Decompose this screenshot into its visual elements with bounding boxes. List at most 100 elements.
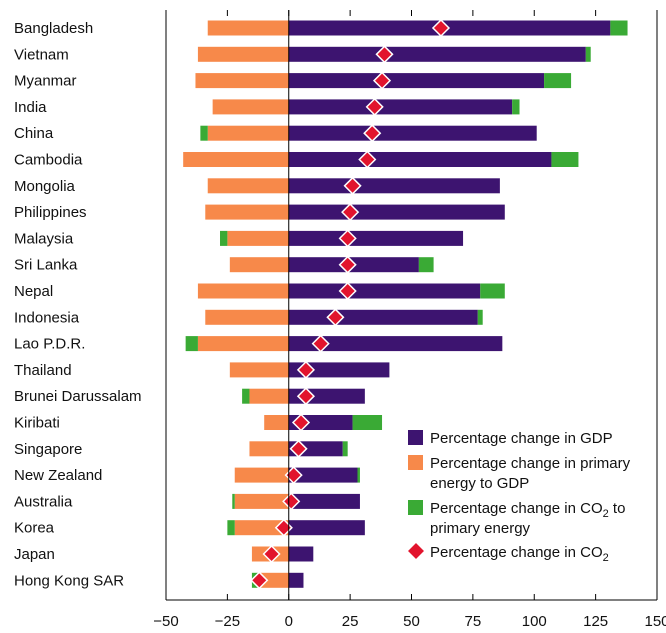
category-label-mongolia: Mongolia: [14, 178, 76, 195]
category-label-cambodia: Cambodia: [14, 152, 83, 169]
bar-gdp-thailand: [288, 362, 390, 378]
marker-co2-china: [363, 124, 382, 143]
legend-label-energy-line2: energy to GDP: [430, 475, 529, 492]
marker-co2-nepal: [338, 281, 357, 301]
bar-energy-hong-kong-sar: [259, 572, 289, 588]
marker-co2-bangladesh: [431, 18, 451, 38]
co2-markers-layer: [250, 18, 451, 590]
bar-energy-india: [212, 99, 289, 115]
bar-energy-brunei-darussalam: [249, 388, 289, 404]
bar-co2-energy-vietnam: [585, 46, 591, 62]
bar-co2-energy-singapore: [342, 441, 348, 457]
marker-co2-brunei-darussalam: [296, 387, 315, 406]
bar-energy-thailand: [229, 362, 289, 378]
bar-gdp-new-zealand: [288, 467, 358, 483]
bar-gdp-lao-p-d-r: [288, 336, 503, 352]
legend-swatch-co2-energy: [408, 500, 423, 515]
category-label-hong-kong-sar: Hong Kong SAR: [14, 572, 124, 589]
bar-energy-nepal: [197, 283, 289, 299]
legend-co2-main: Percentage change in CO: [430, 544, 603, 561]
category-label-philippines: Philippines: [14, 204, 87, 221]
bar-energy-sri-lanka: [229, 257, 289, 273]
bar-co2-energy-china: [200, 125, 208, 141]
marker-co2-cambodia: [358, 150, 377, 169]
marker-co2-india: [365, 97, 384, 116]
legend-co2-energy-main: Percentage change in CO: [430, 500, 603, 517]
bar-co2-energy-lao-p-d-r: [185, 336, 198, 352]
bar-energy-malaysia: [227, 230, 289, 246]
bar-gdp-vietnam: [288, 46, 586, 62]
marker-co2-sri-lanka: [338, 255, 357, 274]
category-label-australia: Australia: [14, 493, 73, 510]
legend-label-gdp: Percentage change in GDP: [430, 430, 613, 447]
marker-co2-hong-kong-sar: [250, 571, 269, 590]
bar-co2-energy-cambodia: [551, 152, 579, 167]
bar-co2-energy-india: [512, 99, 520, 115]
legend-marker-co2: [405, 540, 427, 562]
bar-co2-energy-indonesia: [477, 309, 483, 325]
legend-label-energy-line1: Percentage change in primary: [430, 455, 631, 472]
legend-label-co2-energy-line2: primary energy: [430, 520, 531, 537]
axes-layer: −50 −25 0 25 50 75 100 125 150: [153, 10, 666, 630]
category-label-malaysia: Malaysia: [14, 230, 74, 247]
bar-energy-new-zealand: [234, 467, 289, 483]
bar-co2-energy-korea: [227, 520, 235, 536]
category-label-thailand: Thailand: [14, 362, 72, 379]
bar-energy-philippines: [205, 204, 289, 220]
marker-co2-vietnam: [375, 45, 394, 64]
marker-co2-myanmar: [372, 71, 392, 90]
bar-gdp-australia: [288, 493, 360, 509]
legend-label-co2: Percentage change in CO2: [430, 544, 609, 564]
legend-co2-energy-tail: to: [609, 500, 626, 517]
bar-co2-energy-new-zealand: [357, 467, 360, 483]
marker-co2-indonesia: [326, 308, 345, 327]
bar-gdp-cambodia: [288, 152, 552, 167]
category-label-china: China: [14, 125, 54, 142]
category-label-brunei-darussalam: Brunei Darussalam: [14, 388, 142, 405]
bar-co2-energy-australia: [232, 493, 235, 509]
legend-co2-sub: 2: [603, 552, 609, 564]
x-tick-label-8: 150: [644, 613, 666, 630]
bar-gdp-philippines: [288, 204, 505, 220]
x-tick-label-7: 125: [583, 613, 608, 630]
bar-co2-energy-brunei-darussalam: [242, 388, 250, 404]
legend: Percentage change in GDP Percentage chan…: [405, 430, 631, 564]
bar-co2-energy-sri-lanka: [418, 257, 434, 273]
category-label-vietnam: Vietnam: [14, 46, 69, 63]
bar-co2-energy-myanmar: [544, 73, 572, 89]
marker-co2-philippines: [341, 203, 360, 222]
bar-energy-lao-p-d-r: [197, 336, 289, 352]
marker-co2-malaysia: [338, 229, 357, 248]
category-label-nepal: Nepal: [14, 283, 53, 300]
x-tick-label-3: 25: [342, 613, 359, 630]
category-label-myanmar: Myanmar: [14, 73, 77, 90]
marker-co2-mongolia: [343, 176, 362, 195]
marker-co2-thailand: [296, 360, 315, 379]
legend-swatch-gdp: [408, 430, 423, 445]
bar-energy-vietnam: [197, 46, 289, 62]
legend-swatch-energy: [408, 455, 423, 470]
category-label-korea: Korea: [14, 520, 55, 537]
x-tick-label-1: −25: [215, 613, 240, 630]
bar-gdp-india: [288, 99, 513, 115]
category-label-kiribati: Kiribati: [14, 415, 60, 432]
marker-co2-australia: [282, 492, 301, 511]
bar-energy-cambodia: [183, 152, 289, 167]
category-label-new-zealand: New Zealand: [14, 467, 102, 484]
category-label-lao-p-d-r: Lao P.D.R.: [14, 336, 85, 353]
category-label-japan: Japan: [14, 546, 55, 563]
category-labels: Bangladesh Vietnam Myanmar India China Cambod…: [14, 20, 142, 589]
marker-co2-singapore: [289, 439, 308, 458]
marker-co2-japan: [262, 544, 281, 564]
bar-co2-energy-nepal: [480, 283, 505, 299]
bar-energy-china: [207, 125, 289, 141]
category-label-india: India: [14, 99, 47, 116]
bar-gdp-nepal: [288, 283, 481, 299]
bar-energy-australia: [234, 493, 289, 509]
bar-gdp-indonesia: [288, 309, 478, 325]
marker-co2-lao-p-d-r: [311, 334, 330, 353]
bar-gdp-korea: [288, 520, 365, 536]
x-tick-label-0: −50: [153, 613, 178, 630]
legend-label-co2-energy-line1: Percentage change in CO2 to: [430, 500, 625, 520]
